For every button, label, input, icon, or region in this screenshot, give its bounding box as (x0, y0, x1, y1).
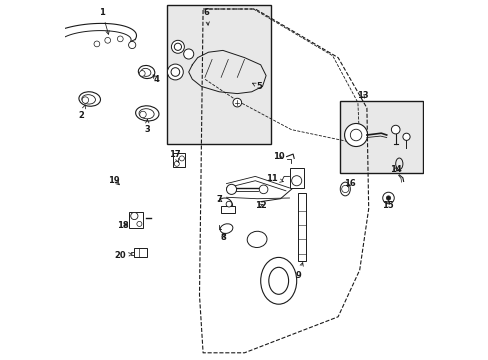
Circle shape (382, 192, 393, 204)
Text: 12: 12 (254, 201, 266, 210)
Text: 17: 17 (169, 150, 181, 162)
Circle shape (140, 111, 146, 118)
Text: 10: 10 (272, 152, 284, 161)
Circle shape (259, 185, 267, 194)
Bar (339, 101, 422, 173)
Circle shape (232, 98, 241, 107)
Text: 15: 15 (381, 201, 393, 210)
Circle shape (174, 161, 179, 166)
Circle shape (226, 184, 236, 194)
Text: 14: 14 (389, 165, 401, 174)
Circle shape (130, 212, 138, 220)
Text: 9: 9 (295, 263, 303, 280)
Circle shape (183, 49, 193, 59)
Circle shape (225, 201, 231, 207)
Text: 1: 1 (99, 8, 109, 34)
Circle shape (344, 123, 367, 147)
Circle shape (167, 64, 183, 80)
Circle shape (174, 43, 181, 50)
Text: 19: 19 (108, 176, 120, 185)
Text: 3: 3 (144, 120, 150, 134)
Text: 11: 11 (265, 174, 283, 183)
Circle shape (82, 97, 88, 103)
Bar (297, 193, 306, 261)
Circle shape (349, 129, 361, 141)
Circle shape (94, 41, 100, 47)
Circle shape (171, 40, 184, 53)
Text: 5: 5 (252, 82, 261, 91)
Text: 20: 20 (114, 251, 132, 260)
Bar (129, 212, 142, 228)
Text: 6: 6 (203, 8, 209, 25)
Text: 16: 16 (344, 179, 355, 188)
Circle shape (171, 68, 179, 76)
Circle shape (291, 176, 301, 186)
Bar (133, 248, 147, 257)
Text: 18: 18 (117, 220, 128, 230)
Text: 4: 4 (153, 75, 159, 84)
Circle shape (341, 185, 348, 193)
Circle shape (390, 125, 399, 134)
Circle shape (402, 133, 409, 140)
Circle shape (386, 196, 390, 200)
Circle shape (104, 37, 110, 43)
Circle shape (128, 41, 136, 49)
Bar (221, 206, 235, 213)
Circle shape (139, 71, 145, 76)
Text: 2: 2 (79, 105, 85, 120)
Bar (173, 153, 184, 167)
Bar (289, 168, 303, 188)
Circle shape (179, 156, 184, 161)
Text: 7: 7 (216, 195, 222, 204)
Circle shape (137, 221, 142, 226)
Text: 13: 13 (356, 91, 367, 100)
Circle shape (117, 36, 123, 42)
Text: 8: 8 (220, 233, 225, 242)
Bar (167, 5, 271, 144)
